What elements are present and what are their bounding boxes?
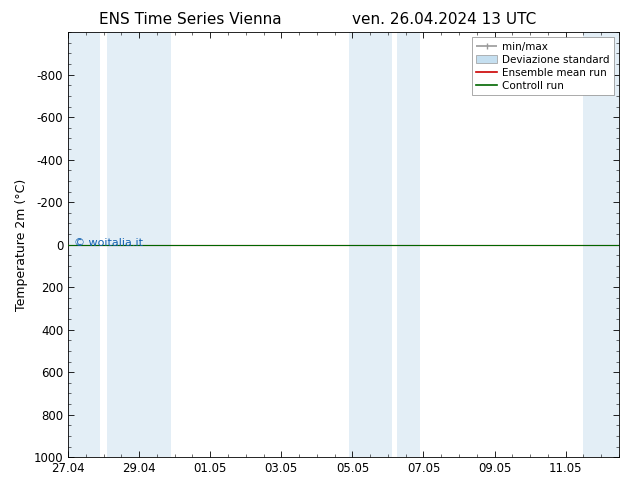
Legend: min/max, Deviazione standard, Ensemble mean run, Controll run: min/max, Deviazione standard, Ensemble m… — [472, 37, 614, 95]
Text: ENS Time Series Vienna: ENS Time Series Vienna — [99, 12, 281, 27]
Bar — [349, 32, 392, 457]
Text: ven. 26.04.2024 13 UTC: ven. 26.04.2024 13 UTC — [352, 12, 536, 27]
Text: © woitalia.it: © woitalia.it — [74, 238, 143, 248]
Y-axis label: Temperature 2m (°C): Temperature 2m (°C) — [15, 178, 28, 311]
Bar — [583, 32, 619, 457]
Bar — [397, 32, 420, 457]
Bar — [68, 32, 100, 457]
Bar — [107, 32, 171, 457]
